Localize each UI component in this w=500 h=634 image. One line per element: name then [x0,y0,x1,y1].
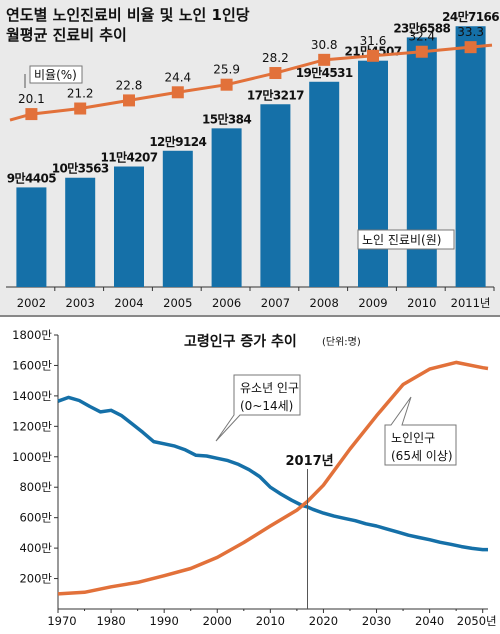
panel-divider [0,315,500,317]
rate-value-label: 20.1 [18,92,45,106]
rate-marker [74,102,87,115]
rate-line [9,43,493,122]
cost-value-label: 17만3217 [247,87,304,102]
rate-marker [415,45,428,58]
cost-value-label: 9만4405 [7,170,56,185]
x-tick-label: 2006 [212,296,241,310]
cost-bar [16,187,47,287]
rate-marker [220,78,233,91]
cost-bar [162,150,193,287]
rate-value-label: 22.8 [116,78,143,92]
youth-label-age: (0~14세) [240,399,293,413]
bottom-chart-panel: 고령인구 증가 추이 (단위:명) 200만 400만 600만 800만 1000만 1… [0,317,500,634]
rate-legend: 비율(%) [24,65,83,88]
x-tick-label: 1970 [47,614,76,628]
rate-legend-label: 비율(%) [34,68,77,82]
x-tick-label: 2011년 [451,296,491,310]
rate-value-label: 31.6 [360,34,387,48]
cost-bar [65,177,96,287]
cost-value-label: 11만4207 [101,150,158,165]
cost-value-label: 19만4531 [296,65,353,80]
y-tick-label: 400만 [19,541,52,555]
aging-population-chart: 고령인구 증가 추이 (단위:명) 200만 400만 600만 800만 1000만 1… [12,328,497,628]
y-tick-label: 1000만 [12,450,52,464]
rate-value-label: 25.9 [213,63,240,77]
cost-bar [406,37,437,287]
chart-subtitle: 월평균 진료비 추이 [6,26,127,44]
x-tick-label: 2040 [415,614,444,628]
y-tick-label: 1200만 [12,419,52,433]
cost-bar [211,128,242,287]
rate-marker [269,67,282,80]
x-tick-label: 2010 [256,614,285,628]
cost-value-label: 24만7166 [442,9,499,24]
rate-value-label: 33.3 [457,25,484,39]
rate-marker [367,49,379,62]
rate-value-label: 30.8 [311,38,338,52]
x-tick-label: 2050년 [457,614,497,628]
elderly-medical-cost-chart: 연도별 노인진료비 비율 및 노인 1인당 월평균 진료비 추이 9만44051… [6,6,500,310]
y-tick-label: 1400만 [12,389,52,403]
y-tick-label: 200만 [19,572,52,586]
y-tick-label: 800만 [19,480,52,494]
elderly-label: 노인인구 [391,431,435,445]
elderly-population-line [57,360,489,596]
cost-value-label: 12만9124 [149,134,206,149]
x-tick-label: 2007 [261,296,290,310]
x-tick-label: 2002 [17,296,46,310]
youth-callout: 유소년 인구 (0~14세) [215,374,301,442]
x-tick-label: 2000 [203,614,232,628]
x-tick-label: 2004 [114,296,143,310]
chart-title: 고령인구 증가 추이 [184,333,297,350]
rate-marker [464,41,477,54]
cost-bar [358,60,388,287]
rate-value-label: 21.2 [67,87,94,101]
rate-value-label: 24.4 [164,70,191,84]
rate-marker [25,108,38,121]
annotation-label: 2017년 [286,454,334,469]
x-tick-label: 2008 [310,296,339,310]
cost-legend-label: 노인 진료비(원) [362,233,441,247]
youth-label: 유소년 인구 [240,381,299,395]
cost-bar [260,104,291,287]
cost-value-label: 15만384 [202,111,251,126]
x-tick-label: 2030 [362,614,391,628]
x-tick-label: 1990 [150,614,179,628]
x-tick-label: 1980 [96,614,125,628]
y-tick-label: 600만 [19,511,52,525]
x-tick-label: 2003 [66,296,95,310]
x-tick-label: 2020 [309,614,338,628]
youth-population-line [57,395,488,552]
chart-title: 연도별 노인진료비 비율 및 노인 1인당 [6,6,250,24]
cost-value-label: 23만6588 [393,20,450,35]
cost-legend: 노인 진료비(원) [357,229,455,250]
rate-value-label: 28.2 [262,51,289,65]
x-tick-label: 2010 [407,296,436,310]
elderly-callout: 노인인구 (65세 이상) [384,396,457,466]
y-tick-label: 1600만 [12,358,52,372]
cost-value-label: 10만3563 [52,161,109,176]
y-tick-label: 1800만 [12,328,52,342]
elderly-label-age: (65세 이상) [391,449,453,463]
rate-marker [171,86,184,99]
unit-label: (단위:명) [322,335,361,348]
x-tick-label: 2005 [163,296,192,310]
rate-marker [123,94,135,107]
cost-bar [309,81,340,287]
rate-value-label: 32.4 [408,30,435,44]
cost-bar [455,26,486,288]
x-tick-label: 2009 [358,296,387,310]
top-chart-panel: 연도별 노인진료비 비율 및 노인 1인당 월평균 진료비 추이 9만4405 1… [0,0,500,316]
rate-marker [318,53,331,66]
cost-bar [114,166,144,287]
